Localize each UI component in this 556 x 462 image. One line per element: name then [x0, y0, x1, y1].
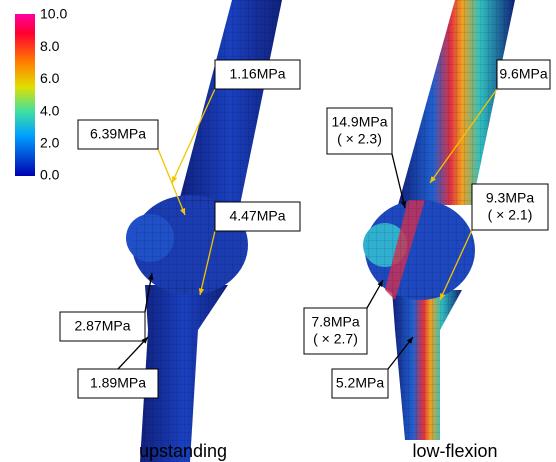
label-box: [59, 311, 146, 342]
stress-label: 1.16MPa: [229, 66, 285, 82]
stress-label: 14.9MPa: [331, 114, 387, 130]
leader-line: [387, 336, 414, 370]
stress-label: ( × 2.3): [337, 131, 382, 147]
arrowhead: [377, 280, 383, 287]
bone-upstanding: [126, 0, 282, 462]
leader-line: [439, 229, 473, 301]
caption: low-flexion: [412, 441, 497, 461]
stress-label: 7.8MPa: [311, 314, 359, 330]
arrowhead: [148, 273, 154, 280]
label-box: [326, 107, 393, 155]
stress-label: 9.6MPa: [499, 66, 547, 82]
colorbar-label: 4.0: [40, 102, 60, 118]
stress-label: 5.2MPa: [336, 375, 384, 391]
colorbar: [15, 14, 35, 176]
leader-line: [199, 230, 216, 296]
leader-line: [157, 148, 186, 216]
label-box: [471, 183, 549, 231]
leader-line: [117, 336, 149, 370]
stress-label: 9.3MPa: [486, 190, 534, 206]
label-box: [77, 119, 159, 150]
colorbar-label: 8.0: [40, 38, 60, 54]
stress-label: 4.47MPa: [229, 208, 285, 224]
arrowhead: [198, 288, 205, 295]
stress-label: ( × 2.1): [488, 207, 533, 223]
arrowhead: [141, 337, 148, 344]
label-box: [214, 59, 301, 90]
leader-line: [429, 88, 498, 184]
colorbar-label: 6.0: [40, 70, 60, 86]
stress-label: ( × 2.7): [313, 331, 358, 347]
label-box: [214, 201, 301, 232]
arrowhead: [406, 337, 413, 344]
stress-label: 6.39MPa: [90, 126, 146, 142]
stress-label: 1.89MPa: [90, 375, 146, 391]
caption: upstanding: [139, 441, 227, 461]
label-box: [77, 368, 159, 399]
bone-low-flexion: [363, 0, 515, 440]
leader-line: [144, 272, 153, 313]
label-box: [303, 307, 368, 355]
arrowhead: [430, 176, 436, 183]
colorbar-label: 0.0: [40, 167, 60, 183]
stress-label: 2.87MPa: [74, 318, 130, 334]
arrowhead: [440, 293, 446, 300]
colorbar-label: 10.0: [40, 6, 67, 22]
arrowhead: [180, 208, 186, 215]
leader-line: [391, 153, 406, 209]
colorbar-label: 2.0: [40, 135, 60, 151]
arrowhead: [400, 201, 407, 208]
leader-line: [171, 88, 216, 184]
label-box: [331, 368, 389, 399]
arrowhead: [172, 176, 178, 183]
label-box: [496, 59, 551, 90]
